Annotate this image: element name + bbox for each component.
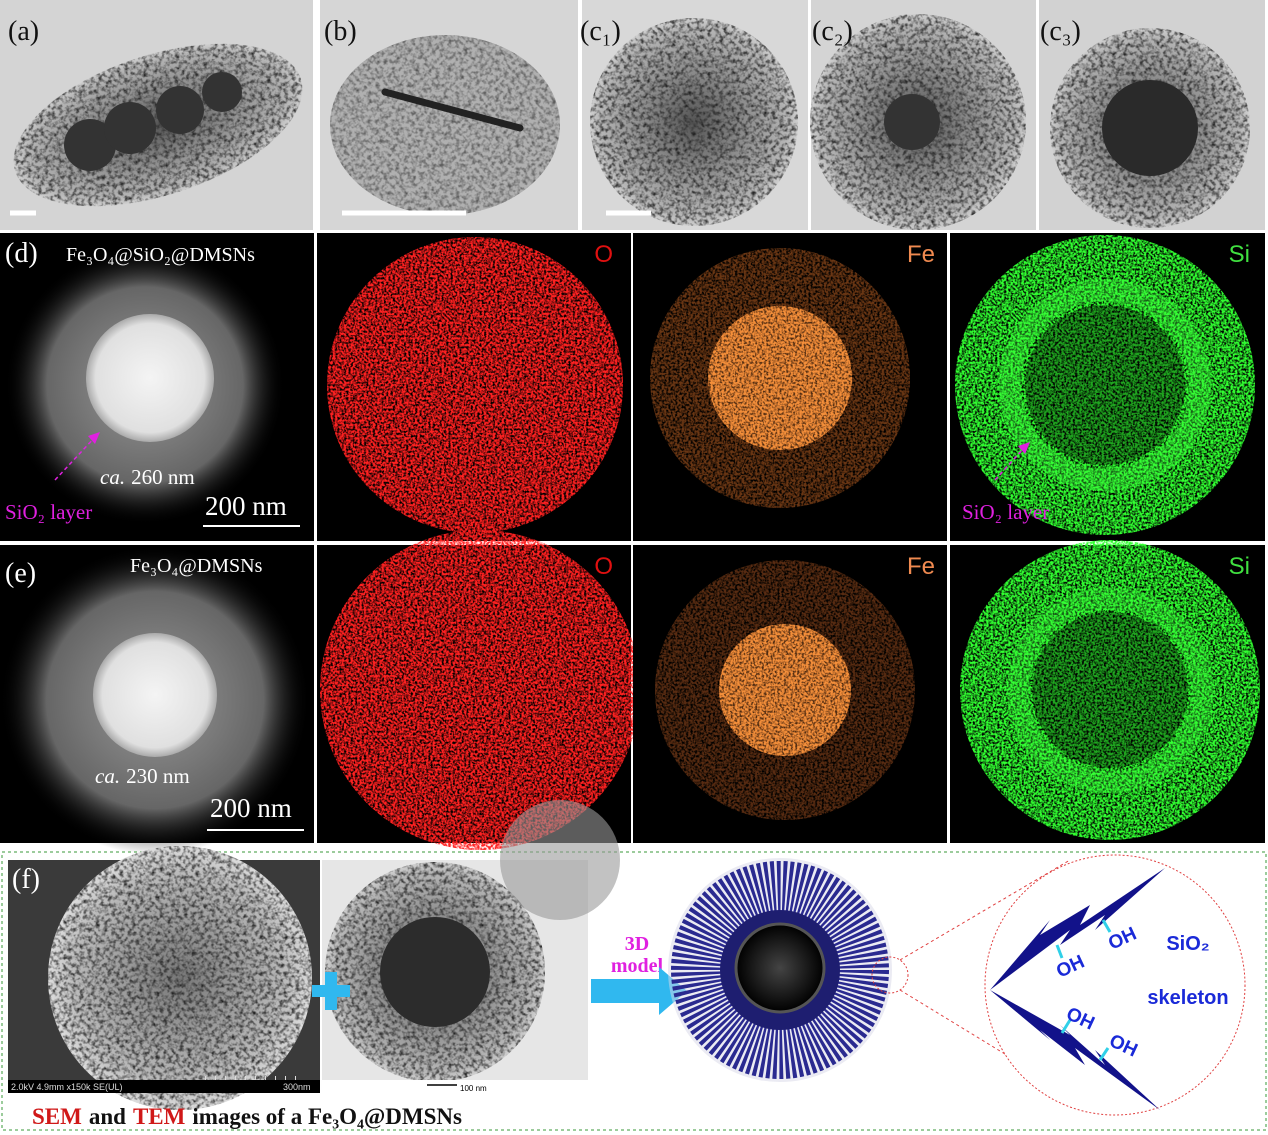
sem-texture [48, 846, 312, 1110]
arrow-head [88, 432, 100, 444]
size-prefix: ca. [100, 465, 125, 489]
panel-label: (f) [12, 864, 40, 895]
fe-signal [719, 624, 851, 756]
skeleton [990, 990, 1160, 1110]
core [884, 94, 940, 150]
sem-info-bar [8, 1080, 320, 1093]
core [202, 72, 242, 112]
caption-part: TEM [133, 1104, 186, 1129]
rod [381, 88, 524, 132]
element-label: Si [1229, 241, 1250, 268]
element-label: Fe [907, 553, 935, 580]
bond [1101, 919, 1112, 933]
panel-c2: (c₂) [810, 0, 1036, 230]
si-inner [1032, 612, 1188, 768]
element-label: O [594, 241, 613, 268]
panel-label: (c₁) [580, 16, 621, 47]
panel-label: (b) [324, 16, 357, 47]
core [156, 86, 204, 134]
panel-label: (c₂) [812, 16, 853, 47]
caption-part: and [89, 1104, 126, 1129]
arrow [591, 967, 687, 1015]
scale-label: 200 nm [205, 491, 287, 521]
sem-scale: 300nm [283, 1082, 311, 1092]
arrow [54, 435, 97, 481]
panel-b: (b) [320, 0, 578, 230]
arrow-label: 3D [625, 933, 649, 955]
element-label: Si [1229, 553, 1250, 580]
zoom-region [871, 956, 909, 994]
o-signal [327, 237, 623, 533]
plus-sign [312, 972, 350, 1010]
si-signal [960, 540, 1260, 840]
panel-label: (c₃) [1040, 16, 1081, 47]
tem-scale: 100 nm [460, 1084, 487, 1093]
bond [1060, 1019, 1072, 1034]
bond [1055, 944, 1064, 959]
fe-signal [708, 306, 852, 450]
neighbor [500, 800, 620, 920]
sample-title: Fe₃O₄@DMSNs [130, 555, 263, 577]
skeleton-label: SiO₂ [1166, 933, 1209, 955]
panel-f: 2.0kV 4.9mm x150k SE(UL) 300nm (f) 100 n… [1, 800, 1267, 1131]
size-label: ca. 260 nm [100, 465, 195, 489]
tem-info-bar [322, 1080, 588, 1093]
annotation: SiO₂ layer [5, 500, 92, 524]
si-inner [1025, 305, 1185, 465]
panel-label: (e) [5, 558, 36, 589]
skeleton-label: skeleton [1147, 987, 1228, 1009]
panel-label: (a) [8, 16, 39, 47]
o-signal [320, 530, 640, 850]
panel-a: (a) [0, 0, 313, 230]
panel-c1: (c₁) [580, 0, 808, 230]
panel-label: (d) [5, 238, 38, 269]
row-e: (e) Fe₃O₄@DMSNs ca. 230 nm 200 nm O Fe Si [0, 530, 1265, 855]
model-core [734, 922, 826, 1014]
size-prefix: ca. [95, 764, 120, 788]
caption-part: SEM [32, 1104, 82, 1129]
core [93, 633, 217, 757]
size-value: 260 nm [131, 465, 195, 489]
arrow [994, 447, 1025, 481]
size-label: ca. 230 nm [95, 764, 190, 788]
sample-title: Fe₃O₄@SiO₂@DMSNs [66, 244, 255, 266]
size-value: 230 nm [126, 764, 190, 788]
fe-core [719, 624, 851, 756]
arrow-label: model [611, 955, 664, 977]
model-spikes [671, 861, 889, 1079]
element-label: Fe [907, 241, 935, 268]
core [1102, 80, 1198, 176]
fe-core [708, 306, 852, 450]
texture [590, 18, 798, 226]
core [104, 102, 156, 154]
arrow-head [1018, 442, 1030, 454]
element-label: O [594, 553, 613, 580]
sem-info: 2.0kV 4.9mm x150k SE(UL) [11, 1082, 123, 1092]
zoom-line [899, 859, 1071, 961]
caption: SEM and TEM images of a Fe₃O₄@DMSNs [32, 1104, 462, 1130]
core [64, 119, 116, 171]
si-signal [955, 235, 1255, 535]
frame [1, 851, 1267, 1131]
si-ring [999, 279, 1211, 491]
tem-core [380, 917, 490, 1027]
panel-c3: (c₃) [1039, 0, 1265, 230]
texture [330, 35, 560, 215]
annotation: SiO₂ layer [962, 500, 1049, 524]
row-d: (d) Fe₃O₄@SiO₂@DMSNs ca. 260 nm SiO₂ laye… [0, 233, 1265, 541]
si-ring [1007, 587, 1213, 793]
bond [1098, 1047, 1110, 1061]
core [86, 314, 214, 442]
skeleton [990, 868, 1165, 990]
scale-label: 200 nm [210, 793, 292, 823]
caption-part: images of a Fe₃O₄@DMSNs [192, 1104, 462, 1130]
